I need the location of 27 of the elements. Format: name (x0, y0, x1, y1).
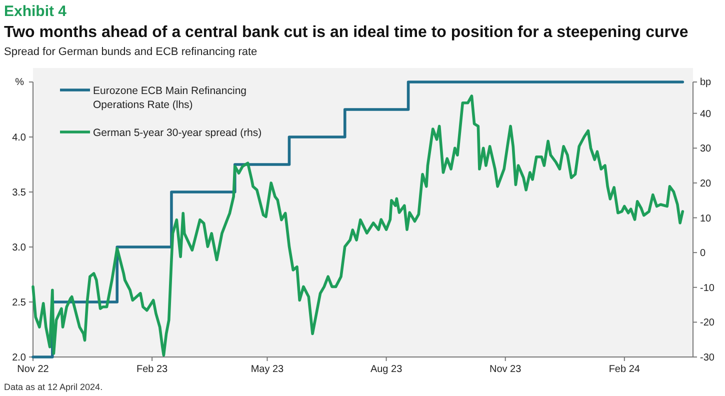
text: Data as at 12 April 2024. (4, 382, 103, 392)
y2-axis-title: bp (700, 77, 712, 88)
x-tick-label: May 23 (250, 364, 284, 375)
x-tick-label: Nov 23 (490, 364, 522, 375)
y2-tick-label: -30 (700, 352, 715, 364)
chart-title: Two months ahead of a central bank cut is an ideal time to position for a steepening curve (4, 24, 688, 41)
y2-tick-label: -20 (700, 318, 715, 329)
chart-subtitle: Spread for German bunds and ECB refinancing rate (4, 46, 258, 58)
y-tick-label: 3.5 (12, 188, 26, 198)
y2-tick-label: 20 (700, 178, 712, 190)
y2-tick-label: 0 (700, 248, 706, 260)
x-tick-label: Feb 24 (608, 364, 640, 375)
y2-tick-label: 10 (700, 213, 712, 224)
y-tick-label: 2.0 (12, 352, 26, 364)
y2-tick-label: 40 (700, 108, 712, 120)
x-tick-label: Feb 23 (136, 364, 168, 375)
y-tick-label: 4.0 (12, 132, 26, 144)
legend-label: German 5-year 30-year spread (rhs) (93, 127, 262, 139)
y-axis-title: % (15, 77, 24, 88)
y-tick-label: 3.0 (12, 242, 26, 254)
x-tick-label: Nov 22 (17, 364, 50, 375)
y2-tick-label: -10 (700, 282, 715, 294)
legend-label: Eurozone ECB Main Refinancing Operations Rate (lhs) (93, 85, 247, 111)
y-tick-label: 2.5 (12, 298, 26, 308)
text: Exhibit 4 (4, 3, 68, 20)
y2-tick-label: 30 (700, 144, 712, 155)
x-tick-label: Aug 23 (370, 364, 403, 375)
